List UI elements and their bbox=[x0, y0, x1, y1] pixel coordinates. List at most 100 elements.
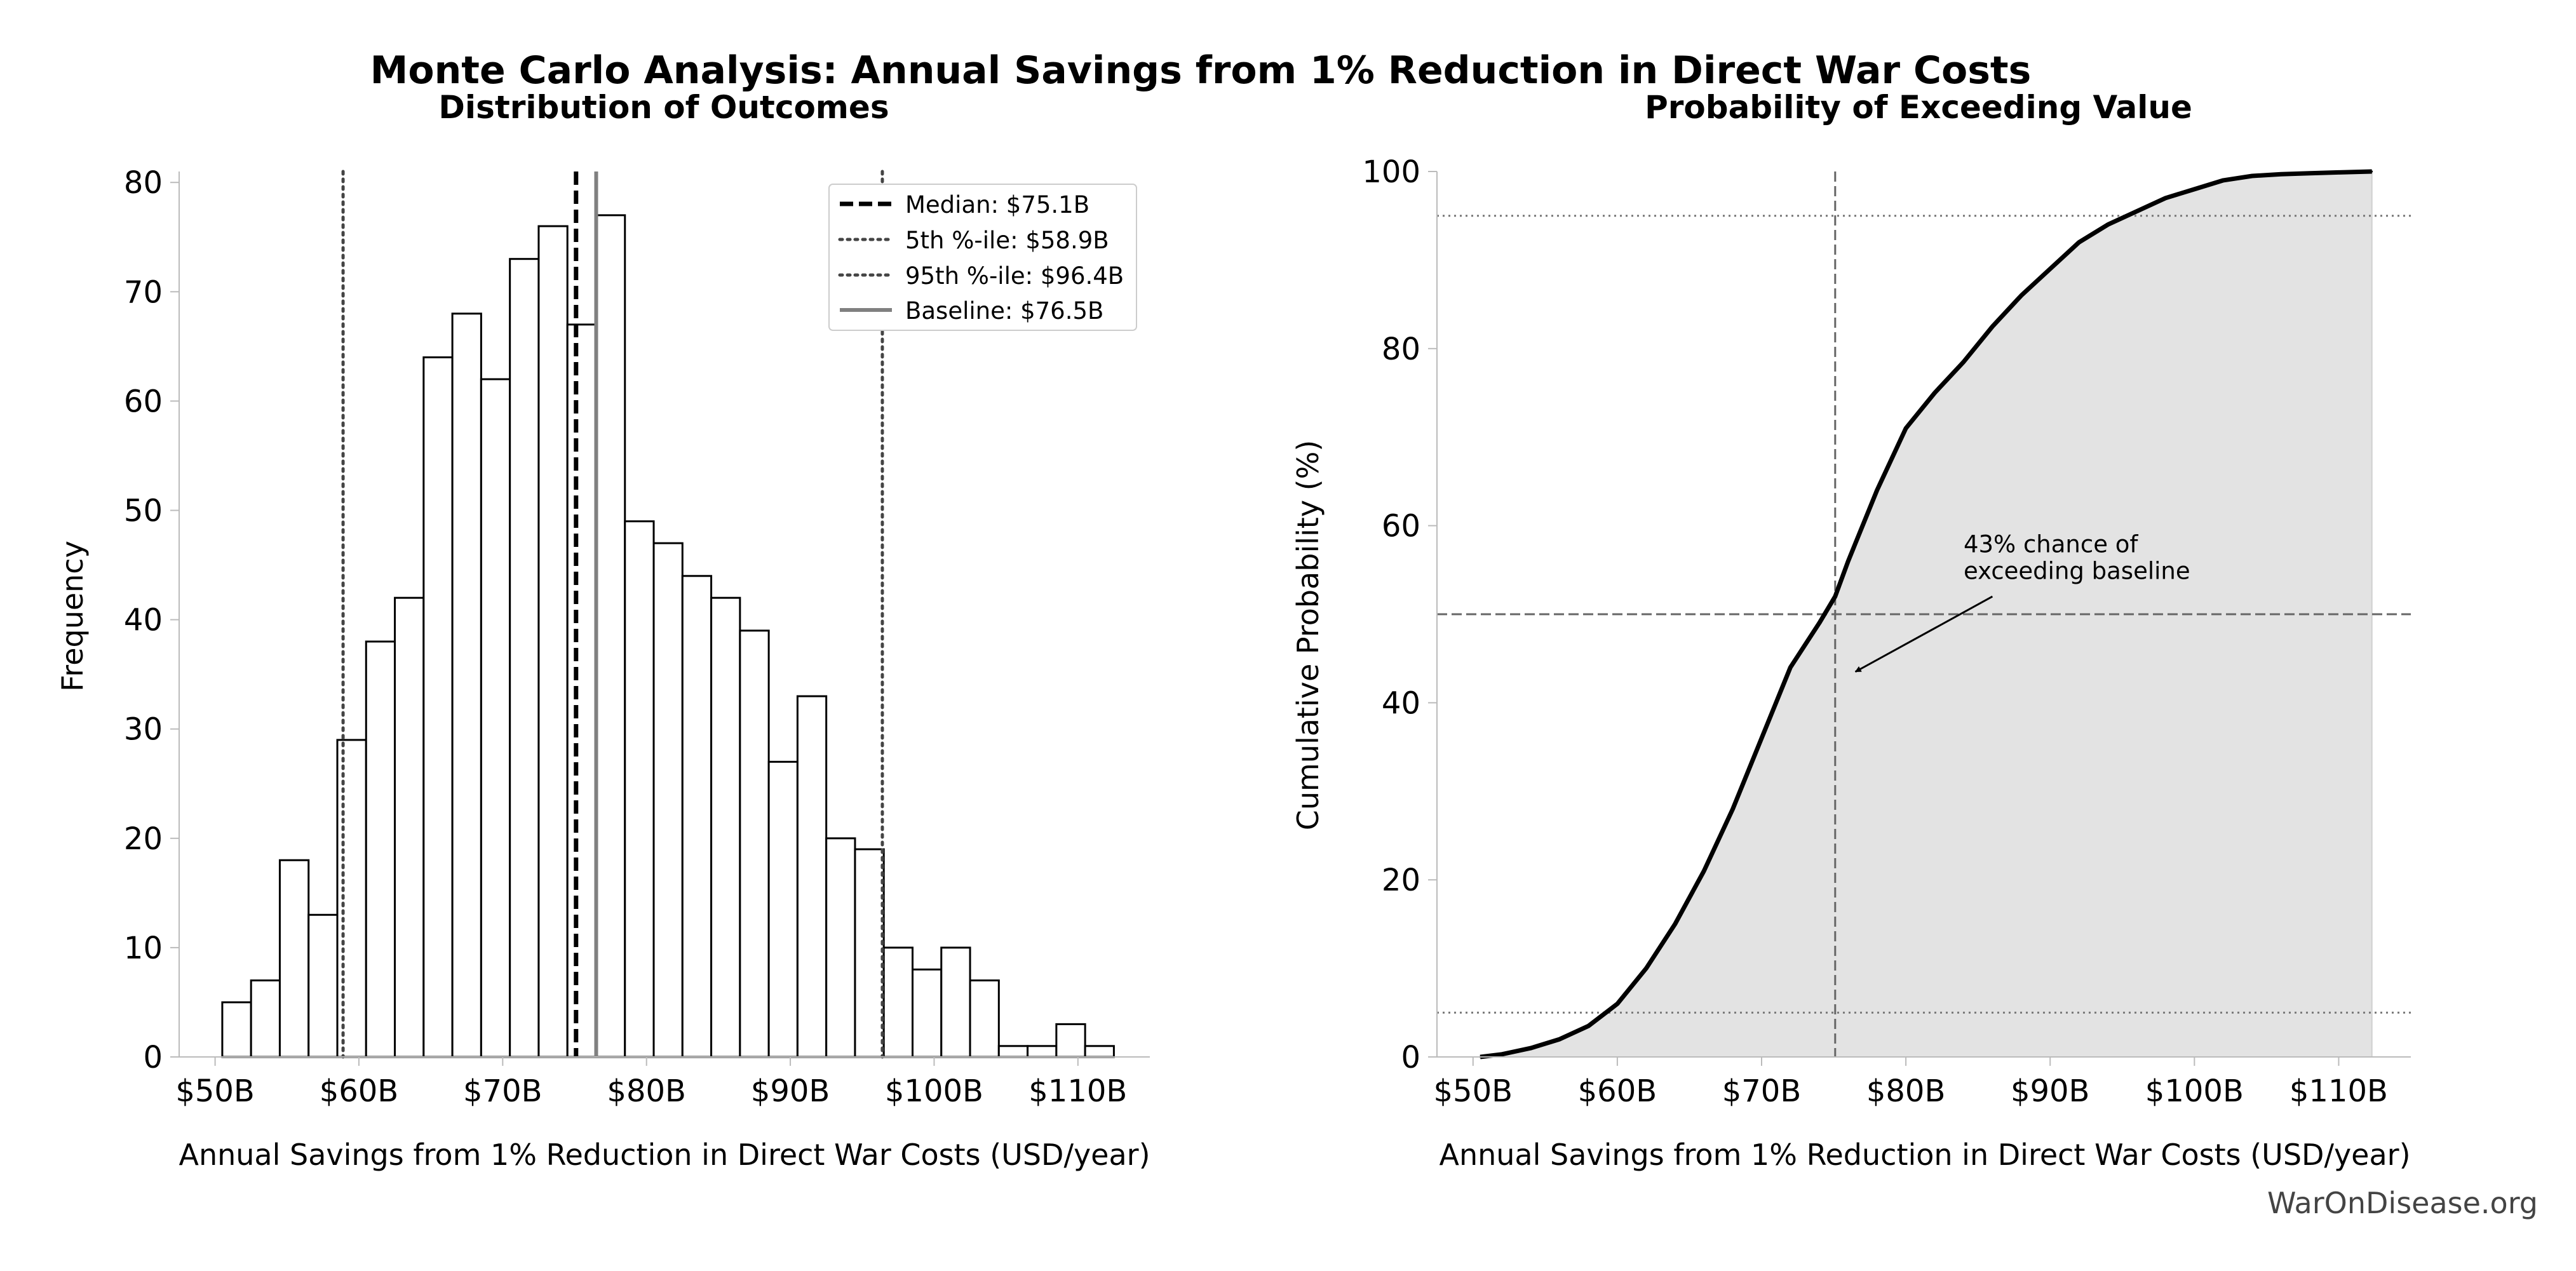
cdf-point bbox=[1530, 1047, 1532, 1049]
x-tick-label: $80B bbox=[1866, 1073, 1946, 1109]
cdf-point bbox=[1847, 560, 1849, 562]
histogram-bars bbox=[221, 214, 1115, 1058]
x-tick-label: $110B bbox=[1028, 1073, 1127, 1109]
cdf-point bbox=[1645, 967, 1647, 970]
histogram-bar bbox=[1055, 1023, 1086, 1058]
y-tick-label: 100 bbox=[1362, 154, 1420, 190]
histogram-x-axis-label: Annual Savings from 1% Reduction in Dire… bbox=[179, 1138, 1150, 1172]
cdf-point bbox=[1905, 427, 1907, 429]
cdf-point bbox=[1732, 808, 1734, 810]
histogram-bar bbox=[480, 378, 511, 1058]
cdf-point bbox=[2020, 294, 2023, 297]
histogram-bar bbox=[250, 979, 281, 1058]
cdf-point bbox=[1876, 489, 1878, 492]
histogram-y-ticks: 0 10 20 30 40 50 60 70 80 bbox=[124, 165, 179, 1075]
y-tick-label: 20 bbox=[1382, 863, 1420, 898]
histogram-panel: Distribution of Outcomes 0 10 20 30 40 50 60 70… bbox=[55, 89, 1150, 1172]
cdf-point bbox=[1558, 1038, 1561, 1040]
histogram-y-axis-label: Frequency bbox=[55, 541, 90, 692]
y-tick-label: 70 bbox=[124, 274, 163, 310]
cdf-point bbox=[2135, 210, 2138, 213]
cdf-point bbox=[2049, 267, 2051, 270]
histogram-bar bbox=[796, 695, 828, 1058]
cdf-title: Probability of Exceeding Value bbox=[1645, 89, 2192, 126]
y-tick-label: 20 bbox=[124, 821, 163, 857]
histogram-bar bbox=[365, 640, 396, 1058]
y-tick-label: 0 bbox=[1401, 1040, 1420, 1075]
x-tick-label: $70B bbox=[463, 1073, 543, 1109]
cdf-annotation: 43% chance of exceeding baseline bbox=[1854, 530, 2190, 673]
cdf-point bbox=[1991, 325, 1993, 328]
cdf-point bbox=[2078, 241, 2080, 244]
histogram-title: Distribution of Outcomes bbox=[438, 89, 889, 126]
histogram-bar bbox=[681, 575, 713, 1058]
histogram-bar bbox=[710, 596, 741, 1058]
histogram-bar bbox=[825, 837, 856, 1058]
legend-p95-label: 95th %-ile: $96.4B bbox=[905, 262, 1124, 290]
histogram-bar bbox=[624, 520, 655, 1058]
histogram-bar bbox=[854, 848, 885, 1058]
annotation-arrow bbox=[1854, 595, 1993, 673]
histogram-bar bbox=[652, 542, 684, 1058]
annotation-line-2: exceeding baseline bbox=[1964, 557, 2190, 584]
x-tick-label: $70B bbox=[1722, 1073, 1802, 1109]
cdf-point bbox=[2280, 173, 2283, 175]
y-tick-label: 40 bbox=[1382, 685, 1420, 721]
histogram-bar bbox=[882, 946, 914, 1058]
histogram-bar bbox=[509, 258, 540, 1058]
histogram-bar bbox=[537, 225, 569, 1058]
histogram-bar bbox=[278, 859, 310, 1058]
cdf-point bbox=[1834, 595, 1837, 598]
figure-title: Monte Carlo Analysis: Annual Savings fro… bbox=[370, 48, 2032, 93]
cdf-point bbox=[1934, 392, 1936, 394]
histogram-bar bbox=[394, 596, 425, 1058]
y-tick-label: 10 bbox=[124, 931, 163, 966]
y-tick-label: 30 bbox=[124, 712, 163, 748]
histogram-bar bbox=[940, 946, 971, 1058]
cdf-x-ticks: $50B $60B $70B $80B $90B $100B $110B bbox=[1434, 1057, 2388, 1109]
cdf-point bbox=[2193, 188, 2195, 191]
cdf-panel: Probability of Exceeding Value 0 20 40 60 80… bbox=[1291, 89, 2411, 1172]
cdf-point bbox=[2337, 171, 2340, 173]
cdf-point bbox=[1587, 1025, 1589, 1027]
x-tick-label: $50B bbox=[175, 1073, 255, 1109]
legend-baseline-label: Baseline: $76.5B bbox=[905, 297, 1103, 325]
x-tick-label: $50B bbox=[1434, 1073, 1513, 1109]
y-tick-label: 50 bbox=[124, 494, 163, 529]
x-tick-label: $60B bbox=[1578, 1073, 1657, 1109]
cdf-point bbox=[2251, 175, 2253, 177]
histogram-legend: Median: $75.1B 5th %-ile: $58.9B 95th %-… bbox=[828, 184, 1137, 331]
legend-frame bbox=[828, 184, 1137, 331]
cdf-point bbox=[1760, 737, 1763, 739]
histogram-bar bbox=[969, 979, 1000, 1058]
cdf-point bbox=[1674, 923, 1676, 925]
cdf-point bbox=[1703, 870, 1705, 872]
y-tick-label: 80 bbox=[1382, 332, 1420, 367]
cdf-point bbox=[2222, 179, 2225, 182]
histogram-bar bbox=[1084, 1045, 1115, 1058]
legend-p5-label: 5th %-ile: $58.9B bbox=[905, 227, 1109, 254]
watermark: WarOnDisease.org bbox=[2267, 1186, 2538, 1220]
x-tick-label: $80B bbox=[607, 1073, 686, 1109]
histogram-bar bbox=[221, 1001, 252, 1058]
cdf-point bbox=[2309, 172, 2311, 175]
cdf-point bbox=[1500, 1053, 1503, 1056]
cdf-point bbox=[1616, 1002, 1619, 1005]
histogram-x-ticks: $50B $60B $70B $80B $90B $100B $110B bbox=[175, 1057, 1127, 1109]
histogram-bar bbox=[911, 968, 943, 1058]
x-tick-label: $110B bbox=[2289, 1073, 2388, 1109]
x-tick-label: $90B bbox=[2011, 1073, 2090, 1109]
histogram-bar bbox=[739, 629, 770, 1058]
y-tick-label: 60 bbox=[124, 384, 163, 419]
cdf-point bbox=[2164, 197, 2167, 199]
x-tick-label: $100B bbox=[885, 1073, 983, 1109]
cdf-point bbox=[1962, 361, 1965, 363]
cdf-point bbox=[2107, 224, 2109, 226]
legend-median-label: Median: $75.1B bbox=[905, 191, 1089, 219]
histogram-bar bbox=[1027, 1045, 1058, 1058]
histogram-bar bbox=[767, 760, 799, 1058]
cdf-y-ticks: 0 20 40 60 80 100 bbox=[1362, 154, 1437, 1075]
annotation-line-1: 43% chance of bbox=[1964, 530, 2138, 558]
x-tick-label: $90B bbox=[751, 1073, 830, 1109]
